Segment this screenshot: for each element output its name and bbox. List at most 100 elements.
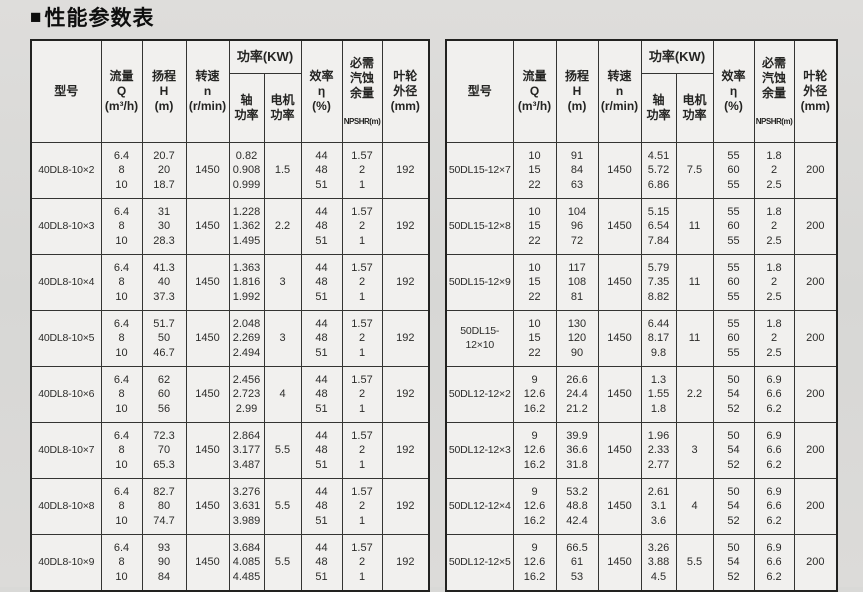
table-row: 50DL12-12×5 9 12.6 16.2 66.5 61 53 1450 3.26… [445,534,838,592]
cell-h: 130 120 90 [555,310,599,367]
cell-shaft: 5.79 7.35 8.82 [640,254,677,311]
cell-n: 1450 [185,142,230,199]
cell-dia: 192 [381,142,430,199]
cell-h: 66.5 61 53 [555,534,599,592]
cell-n: 1450 [185,198,230,255]
col-header-impeller: 叶轮 外径 (mm) [381,39,430,143]
table-row: 40DL8-10×4 6.4 8 10 41.3 40 37.3 1450 1.363 … [30,254,430,311]
cell-eff: 44 48 51 [300,366,343,423]
col-header-npshr: 必需 汽蚀 余量 NPSHR(m) [753,39,795,143]
table-row: 40DL8-10×8 6.4 8 10 82.7 80 74.7 1450 3.276 … [30,478,430,535]
cell-q: 6.4 8 10 [100,198,143,255]
table-row: 40DL8-10×2 6.4 8 10 20.7 20 18.7 1450 0.82 0… [30,142,430,199]
table-row: 50DL15-12×10 10 15 22 130 120 90 1450 6.44 8… [445,310,838,367]
page-title: ■ 性能参数表 [30,2,154,32]
cell-shaft: 1.228 1.362 1.495 [228,198,265,255]
cell-npshr: 1.8 2 2.5 [753,254,795,311]
cell-n: 1450 [597,142,642,199]
cell-h: 39.9 36.6 31.8 [555,422,599,479]
cell-dia: 192 [381,254,430,311]
cell-n: 1450 [597,254,642,311]
table-row: 40DL8-10×6 6.4 8 10 62 60 56 1450 2.456 2.72… [30,366,430,423]
cell-h: 41.3 40 37.3 [141,254,187,311]
col-header-npshr-text: 必需 汽蚀 余量 [350,56,375,100]
cell-npshr: 1.57 2 1 [341,198,383,255]
cell-q: 6.4 8 10 [100,478,143,535]
col-header-npshr-unit: NPSHR(m) [755,117,793,126]
table-header: 型号 流量 Q (m³/h) 扬程 H (m) 转速 n (r/min) 功率(… [30,39,430,143]
cell-h: 117 108 81 [555,254,599,311]
table-row: 50DL15-12×9 10 15 22 117 108 81 1450 5.79 7.… [445,254,838,311]
cell-q: 6.4 8 10 [100,254,143,311]
cell-npshr: 1.8 2 2.5 [753,198,795,255]
cell-eff: 44 48 51 [300,198,343,255]
cell-model: 50DL15-12×7 [445,142,514,199]
cell-shaft: 3.26 3.88 4.5 [640,534,677,592]
col-header-power-group: 功率(KW) [640,39,714,75]
table-row: 50DL15-12×8 10 15 22 104 96 72 1450 5.15 6.5… [445,198,838,255]
cell-dia: 192 [381,534,430,592]
cell-dia: 192 [381,198,430,255]
table-row: 50DL12-12×4 9 12.6 16.2 53.2 48.8 42.4 1450… [445,478,838,535]
cell-motor: 2.2 [675,366,714,423]
cell-eff: 50 54 52 [712,366,755,423]
cell-n: 1450 [185,534,230,592]
cell-q: 9 12.6 16.2 [512,478,557,535]
cell-dia: 200 [793,534,838,592]
cell-motor: 4 [675,478,714,535]
cell-npshr: 1.57 2 1 [341,422,383,479]
cell-shaft: 6.44 8.17 9.8 [640,310,677,367]
cell-motor: 2.2 [263,198,302,255]
cell-dia: 192 [381,422,430,479]
performance-table-left: 型号 流量 Q (m³/h) 扬程 H (m) 转速 n (r/min) 功率(… [30,39,431,592]
cell-n: 1450 [185,310,230,367]
table-row: 40DL8-10×7 6.4 8 10 72.3 70 65.3 1450 2.864 … [30,422,430,479]
cell-npshr: 6.9 6.6 6.2 [753,422,795,479]
cell-eff: 55 60 55 [712,310,755,367]
cell-model: 40DL8-10×3 [30,198,102,255]
cell-n: 1450 [597,478,642,535]
cell-q: 6.4 8 10 [100,534,143,592]
cell-npshr: 6.9 6.6 6.2 [753,366,795,423]
cell-eff: 55 60 55 [712,198,755,255]
cell-model: 50DL12-12×4 [445,478,514,535]
cell-q: 6.4 8 10 [100,366,143,423]
cell-eff: 44 48 51 [300,310,343,367]
col-header-motor-power: 电机 功率 [675,73,714,143]
cell-dia: 192 [381,366,430,423]
cell-q: 6.4 8 10 [100,422,143,479]
cell-motor: 1.5 [263,142,302,199]
page-title-text: 性能参数表 [44,7,155,30]
cell-eff: 50 54 52 [712,478,755,535]
cell-npshr: 6.9 6.6 6.2 [753,478,795,535]
cell-n: 1450 [597,366,642,423]
cell-dia: 200 [793,198,838,255]
cell-q: 9 12.6 16.2 [512,534,557,592]
cell-npshr: 1.57 2 1 [341,310,383,367]
cell-q: 6.4 8 10 [100,310,143,367]
cell-model: 40DL8-10×8 [30,478,102,535]
cell-h: 82.7 80 74.7 [141,478,187,535]
cell-shaft: 2.048 2.269 2.494 [228,310,265,367]
cell-q: 6.4 8 10 [100,142,143,199]
cell-q: 9 12.6 16.2 [512,422,557,479]
cell-dia: 200 [793,310,838,367]
col-header-model: 型号 [445,39,514,143]
cell-model: 50DL12-12×3 [445,422,514,479]
cell-motor: 3 [263,310,302,367]
cell-dia: 200 [793,478,838,535]
table-body-left: 40DL8-10×2 6.4 8 10 20.7 20 18.7 1450 0.82 0… [30,142,430,592]
cell-npshr: 6.9 6.6 6.2 [753,534,795,592]
cell-model: 50DL12-12×5 [445,534,514,592]
cell-shaft: 1.3 1.55 1.8 [640,366,677,423]
cell-h: 26.6 24.4 21.2 [555,366,599,423]
cell-eff: 44 48 51 [300,534,343,592]
cell-model: 40DL8-10×5 [30,310,102,367]
col-header-speed: 转速 n (r/min) [597,39,642,143]
cell-n: 1450 [185,478,230,535]
col-header-npshr-unit: NPSHR(m) [343,117,381,126]
table-row: 50DL15-12×7 10 15 22 91 84 63 1450 4.51 5.72… [445,142,838,199]
cell-model: 50DL15-12×8 [445,198,514,255]
cell-shaft: 5.15 6.54 7.84 [640,198,677,255]
